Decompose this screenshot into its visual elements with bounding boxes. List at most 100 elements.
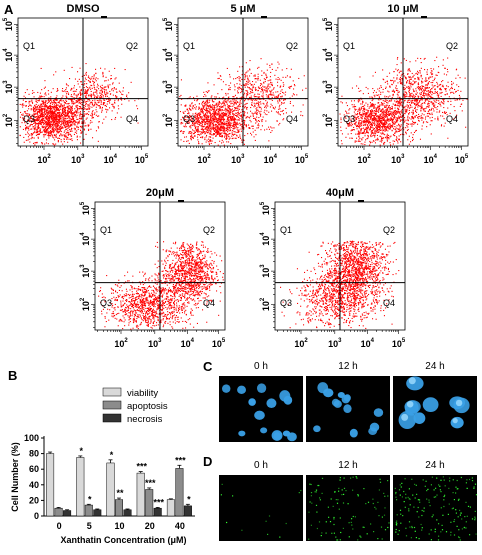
legend-swatch-necrosis — [103, 414, 121, 422]
y-tick-label: 105 — [3, 17, 14, 31]
x-tick-label: 104 — [181, 338, 195, 349]
x-tick-label: 102 — [357, 154, 371, 165]
x-tick-label: 103 — [328, 338, 342, 349]
quadrant-label-q4: Q4 — [286, 114, 298, 124]
significance-label: *** — [145, 478, 156, 488]
quadrant-label-q1: Q1 — [343, 41, 355, 51]
microscopy-panels: 0 h0 h12 h12 h24 h24 h — [219, 361, 477, 541]
y-tick-label: 102 — [80, 297, 91, 311]
y-tick-label: 60 — [29, 464, 39, 474]
nucleus — [334, 400, 342, 408]
y-tick-label: 104 — [323, 48, 334, 62]
x-tick-label: 20 — [145, 521, 155, 531]
y-axis-title: Cell Number (%) — [10, 442, 20, 512]
x-tick-label: 104 — [104, 154, 118, 165]
y-tick-label: 102 — [323, 113, 334, 127]
bar-necrosis — [124, 510, 132, 516]
panel-label-b: B — [8, 368, 17, 383]
flow-plot-title: 20μM — [146, 187, 174, 199]
significance-label: * — [80, 446, 84, 456]
panel-c-image-1 — [219, 376, 303, 442]
bar-viability — [167, 500, 175, 516]
nucleus — [274, 432, 281, 440]
nucleus — [451, 417, 464, 428]
bar-necrosis — [154, 508, 162, 516]
significance-label: * — [110, 450, 114, 460]
x-tick-label: 105 — [135, 154, 149, 165]
flow-plot-title: 5 μM — [230, 3, 255, 15]
x-tick-label: 102 — [114, 338, 128, 349]
quadrant-label-q2: Q2 — [126, 41, 138, 51]
panel-d-image-1 — [219, 475, 303, 541]
y-tick-label: 103 — [3, 80, 14, 94]
y-tick-label: 102 — [260, 297, 271, 311]
y-tick-label: 103 — [163, 80, 174, 94]
nucleus — [237, 386, 246, 394]
panel-label-a: A — [4, 2, 14, 17]
x-tick-label: 105 — [212, 338, 226, 349]
quadrant-label-q2: Q2 — [446, 41, 458, 51]
y-tick-label: 105 — [163, 17, 174, 31]
legend-label-viability: viability — [127, 388, 158, 399]
panel-c-time-label: 12 h — [338, 361, 357, 372]
y-tick-label: 105 — [323, 17, 334, 31]
x-tick-label: 0 — [57, 521, 62, 531]
y-tick-label: 104 — [163, 48, 174, 62]
bar-apoptosis — [176, 468, 184, 516]
scatter-dots — [340, 57, 468, 146]
x-tick-label: 102 — [37, 154, 51, 165]
quadrant-label-q4: Q4 — [203, 298, 215, 308]
bar-viability — [77, 458, 85, 517]
y-tick-label: 102 — [163, 113, 174, 127]
panel-label-c: C — [203, 359, 213, 374]
flow-plot-title: 10 μM — [387, 3, 418, 15]
quadrant-label-q4: Q4 — [383, 298, 395, 308]
quadrant-label-q2: Q2 — [286, 41, 298, 51]
significance-label: * — [187, 494, 191, 504]
bar-apoptosis — [55, 508, 63, 516]
nucleus — [342, 395, 350, 404]
nucleus — [453, 398, 469, 413]
bar-viability — [46, 454, 54, 516]
panel-label-d: D — [203, 454, 212, 469]
scatter-dots — [20, 63, 140, 146]
panel-c-image-2 — [306, 376, 390, 442]
legend-swatch-viability — [103, 388, 121, 396]
quadrant-label-q1: Q1 — [100, 225, 112, 235]
nucleus — [287, 432, 297, 441]
image-background — [219, 475, 303, 541]
x-tick-label: 40 — [175, 521, 185, 531]
y-tick-label: 102 — [3, 113, 14, 127]
x-tick-label: 102 — [197, 154, 211, 165]
flow-plot-title: DMSO — [67, 3, 100, 15]
y-tick-label: 105 — [80, 201, 91, 215]
nucleus — [248, 398, 256, 406]
significance-label: ** — [116, 488, 124, 498]
y-tick-label: 104 — [260, 232, 271, 246]
significance-label: *** — [175, 455, 186, 465]
quadrant-label-q1: Q1 — [23, 41, 35, 51]
x-tick-label: 104 — [264, 154, 278, 165]
y-tick-label: 103 — [260, 264, 271, 278]
quadrant-label-q1: Q1 — [280, 225, 292, 235]
nucleus — [423, 397, 439, 412]
nucleus — [238, 431, 245, 437]
panel-c-time-label: 0 h — [254, 361, 268, 372]
nucleus — [350, 429, 358, 438]
x-tick-label: 105 — [295, 154, 309, 165]
nucleus — [222, 384, 230, 393]
scatter-dots — [98, 241, 224, 330]
nucleus — [374, 408, 383, 417]
quadrant-label-q2: Q2 — [383, 225, 395, 235]
nucleus — [279, 390, 290, 401]
nucleus — [313, 425, 321, 432]
x-tick-label: 5 — [87, 521, 92, 531]
